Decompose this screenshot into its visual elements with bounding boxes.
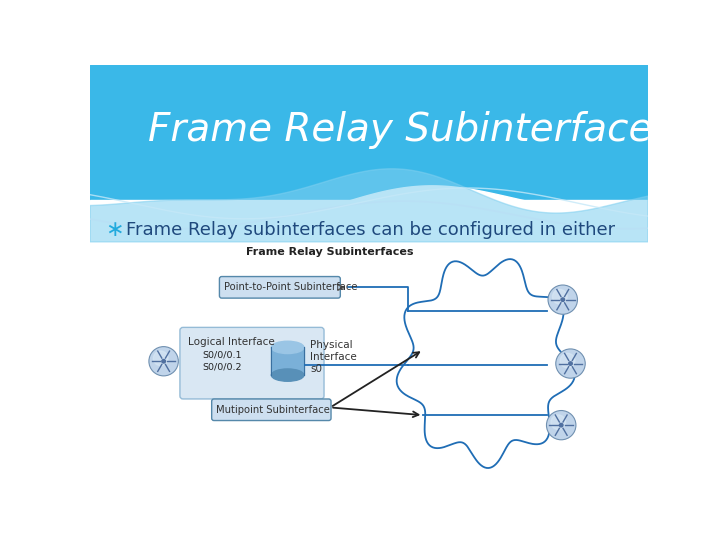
- Circle shape: [149, 347, 179, 376]
- Text: Mutipoint Subinterface: Mutipoint Subinterface: [216, 405, 330, 415]
- Circle shape: [552, 289, 567, 304]
- Circle shape: [556, 349, 585, 378]
- Circle shape: [569, 362, 572, 366]
- FancyBboxPatch shape: [212, 399, 331, 421]
- Text: Frame Relay Subinterfaces: Frame Relay Subinterfaces: [246, 247, 414, 257]
- Bar: [271, 347, 304, 375]
- Polygon shape: [397, 259, 575, 468]
- Circle shape: [153, 351, 168, 366]
- Text: Frame Relay subinterfaces can be configured in either: Frame Relay subinterfaces can be configu…: [127, 221, 616, 239]
- Text: ∗: ∗: [106, 220, 124, 240]
- Polygon shape: [90, 186, 648, 481]
- Polygon shape: [90, 169, 648, 242]
- Circle shape: [162, 360, 166, 363]
- Text: Point-to-Point Subinterface: Point-to-Point Subinterface: [224, 282, 358, 292]
- Text: Frame Relay Subinterfaces: Frame Relay Subinterfaces: [148, 111, 672, 149]
- Text: Physical
Interface
s0: Physical Interface s0: [310, 340, 357, 374]
- FancyBboxPatch shape: [180, 327, 324, 399]
- Bar: [90, 200, 648, 481]
- Circle shape: [548, 285, 577, 314]
- Circle shape: [561, 298, 564, 301]
- Bar: [90, 65, 648, 200]
- Circle shape: [546, 410, 576, 440]
- FancyBboxPatch shape: [220, 276, 341, 298]
- Text: Logical Interface: Logical Interface: [189, 338, 275, 347]
- Circle shape: [551, 415, 566, 429]
- Ellipse shape: [271, 369, 304, 381]
- Ellipse shape: [271, 341, 304, 354]
- Circle shape: [559, 423, 563, 427]
- Circle shape: [560, 353, 575, 368]
- Text: S0/0/0.1: S0/0/0.1: [202, 350, 242, 360]
- Text: S0/0/0.2: S0/0/0.2: [202, 362, 242, 371]
